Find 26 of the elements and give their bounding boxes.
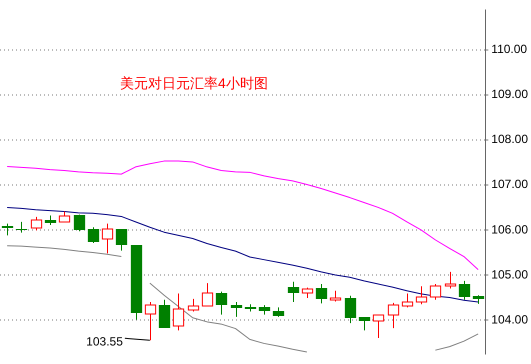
candlestick (316, 284, 328, 304)
candlestick (74, 215, 86, 232)
y-tick-label: 104.00 (491, 312, 528, 326)
candlestick (258, 304, 270, 316)
y-tick-label: 107.00 (491, 177, 528, 192)
candlestick (230, 302, 242, 318)
y-tick-label: 109.00 (491, 87, 528, 102)
candlestick (44, 215, 56, 226)
candlestick (272, 306, 284, 318)
y-tick-label: 105.00 (491, 267, 528, 282)
candlestick (116, 229, 128, 252)
candlestick (2, 223, 14, 236)
text: 美元对日元汇率4小时图 (120, 75, 268, 92)
y-tick-label: 108.00 (491, 132, 528, 146)
candlestick (88, 226, 100, 244)
candlestick (358, 317, 370, 331)
candlestick (130, 245, 142, 320)
candlestick (458, 280, 470, 300)
candlestick (16, 221, 28, 234)
candlestick (216, 291, 228, 316)
annotation: 103.55 (86, 334, 124, 349)
y-tick-label: 110.00 (491, 42, 528, 56)
candlestick (244, 304, 256, 312)
candlestick (288, 281, 300, 303)
candlestick (344, 295, 356, 324)
y-tick-label: 106.00 (491, 222, 528, 236)
